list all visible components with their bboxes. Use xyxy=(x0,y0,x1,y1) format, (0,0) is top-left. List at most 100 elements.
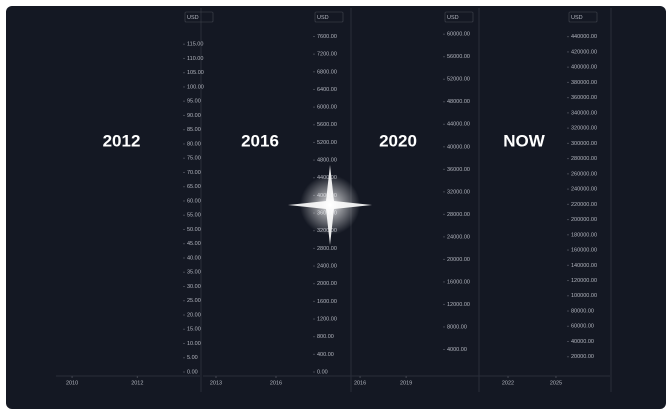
y-tick-label: 25.00 xyxy=(187,298,201,304)
y-tick-label: 400000.00 xyxy=(571,65,597,71)
x-tick-label: 2013 xyxy=(210,380,222,386)
y-tick-label: 2000.00 xyxy=(317,281,337,287)
y-tick-label: 110.00 xyxy=(187,56,203,62)
y-tick-label: 80000.00 xyxy=(571,308,594,314)
y-tick-label: 380000.00 xyxy=(571,80,597,86)
y-tick-label: 2800.00 xyxy=(317,246,337,252)
y-tick-label: 6400.00 xyxy=(317,87,337,93)
y-tick-label: 52000.00 xyxy=(447,77,470,83)
panel-title: NOW xyxy=(503,131,546,150)
y-tick-label: 0.00 xyxy=(187,369,198,375)
y-tick-label: 40000.00 xyxy=(571,339,594,345)
y-tick-label: 6000.00 xyxy=(317,105,337,111)
y-tick-label: 15.00 xyxy=(187,327,201,333)
y-tick-label: 55.00 xyxy=(187,213,201,219)
y-tick-label: 32000.00 xyxy=(447,189,470,195)
y-tick-label: 4800.00 xyxy=(317,158,337,164)
y-tick-label: 320000.00 xyxy=(571,126,597,132)
panel-title: 2016 xyxy=(241,131,279,150)
y-tick-label: 60000.00 xyxy=(571,324,594,330)
y-tick-label: 120000.00 xyxy=(571,278,597,284)
currency-label: USD xyxy=(447,15,459,21)
y-tick-label: 48000.00 xyxy=(447,99,470,105)
x-tick-label: 2010 xyxy=(66,380,78,386)
y-tick-label: 45.00 xyxy=(187,241,201,247)
y-tick-label: 24000.00 xyxy=(447,234,470,240)
y-tick-label: 75.00 xyxy=(187,156,201,162)
y-tick-label: 105.00 xyxy=(187,70,204,76)
x-tick-label: 2012 xyxy=(131,380,143,386)
x-tick-label: 2016 xyxy=(354,380,366,386)
y-tick-label: 260000.00 xyxy=(571,171,597,177)
y-tick-label: 7600.00 xyxy=(317,34,337,40)
y-tick-label: 16000.00 xyxy=(447,279,470,285)
y-tick-label: 20.00 xyxy=(187,312,201,318)
y-tick-label: 85.00 xyxy=(187,127,201,133)
y-tick-label: 1600.00 xyxy=(317,299,337,305)
currency-label: USD xyxy=(571,15,583,21)
currency-box xyxy=(314,11,344,23)
currency-label: USD xyxy=(187,15,199,21)
y-tick-label: 0.00 xyxy=(317,369,328,375)
currency-box xyxy=(184,11,214,23)
y-tick-label: 400.00 xyxy=(317,352,334,358)
y-tick-label: 20000.00 xyxy=(447,257,470,263)
y-tick-label: 44000.00 xyxy=(447,122,470,128)
y-tick-label: 200000.00 xyxy=(571,217,597,223)
y-tick-label: 35.00 xyxy=(187,270,201,276)
currency-box xyxy=(444,11,474,23)
y-tick-label: 4000.00 xyxy=(447,347,467,353)
y-tick-label: 36000.00 xyxy=(447,167,470,173)
y-tick-label: 50.00 xyxy=(187,227,201,233)
y-tick-label: 30.00 xyxy=(187,284,201,290)
y-tick-label: 40000.00 xyxy=(447,144,470,150)
y-tick-label: 1200.00 xyxy=(317,316,337,322)
currency-label: USD xyxy=(317,15,329,21)
y-tick-label: 95.00 xyxy=(187,99,201,105)
y-tick-label: 20000.00 xyxy=(571,354,594,360)
y-tick-label: 80.00 xyxy=(187,141,201,147)
panel-title: 2020 xyxy=(379,131,417,150)
y-tick-label: 7200.00 xyxy=(317,52,337,58)
panels: USD 0.00 5.00 10.00 15.00 20.00 25.00 30.00 35.0… xyxy=(56,8,612,392)
y-tick-label: 240000.00 xyxy=(571,187,597,193)
y-tick-label: 115.00 xyxy=(187,42,203,48)
y-tick-label: 60.00 xyxy=(187,198,201,204)
y-tick-label: 12000.00 xyxy=(447,302,470,308)
x-tick-label: 2025 xyxy=(550,380,562,386)
y-tick-label: 5600.00 xyxy=(317,122,337,128)
y-tick-label: 70.00 xyxy=(187,170,201,176)
y-tick-label: 160000.00 xyxy=(571,248,597,254)
y-tick-label: 440000.00 xyxy=(571,34,597,40)
y-tick-label: 280000.00 xyxy=(571,156,597,162)
y-tick-label: 5.00 xyxy=(187,355,198,361)
y-tick-label: 300000.00 xyxy=(571,141,597,147)
y-tick-label: 6800.00 xyxy=(317,69,337,75)
y-tick-label: 140000.00 xyxy=(571,263,597,269)
x-tick-label: 2019 xyxy=(400,380,412,386)
y-tick-label: 90.00 xyxy=(187,113,201,119)
y-tick-label: 28000.00 xyxy=(447,212,470,218)
y-tick-label: 100000.00 xyxy=(571,293,597,299)
glare xyxy=(288,165,372,245)
y-tick-label: 40.00 xyxy=(187,255,201,261)
y-tick-label: 220000.00 xyxy=(571,202,597,208)
x-tick-label: 2016 xyxy=(270,380,282,386)
glare-star xyxy=(288,165,372,245)
y-tick-label: 10.00 xyxy=(187,341,201,347)
y-tick-label: 2400.00 xyxy=(317,264,337,270)
y-tick-label: 340000.00 xyxy=(571,110,597,116)
y-tick-label: 65.00 xyxy=(187,184,201,190)
x-tick-label: 2022 xyxy=(502,380,514,386)
y-tick-label: 100.00 xyxy=(187,84,204,90)
currency-box xyxy=(568,11,598,23)
y-tick-label: 180000.00 xyxy=(571,232,597,238)
y-tick-label: 360000.00 xyxy=(571,95,597,101)
y-tick-label: 56000.00 xyxy=(447,54,470,60)
y-tick-label: 800.00 xyxy=(317,334,334,340)
y-tick-label: 8000.00 xyxy=(447,324,467,330)
panel-title: 2012 xyxy=(103,131,141,150)
y-tick-label: 60000.00 xyxy=(447,32,470,38)
y-tick-label: 5200.00 xyxy=(317,140,337,146)
